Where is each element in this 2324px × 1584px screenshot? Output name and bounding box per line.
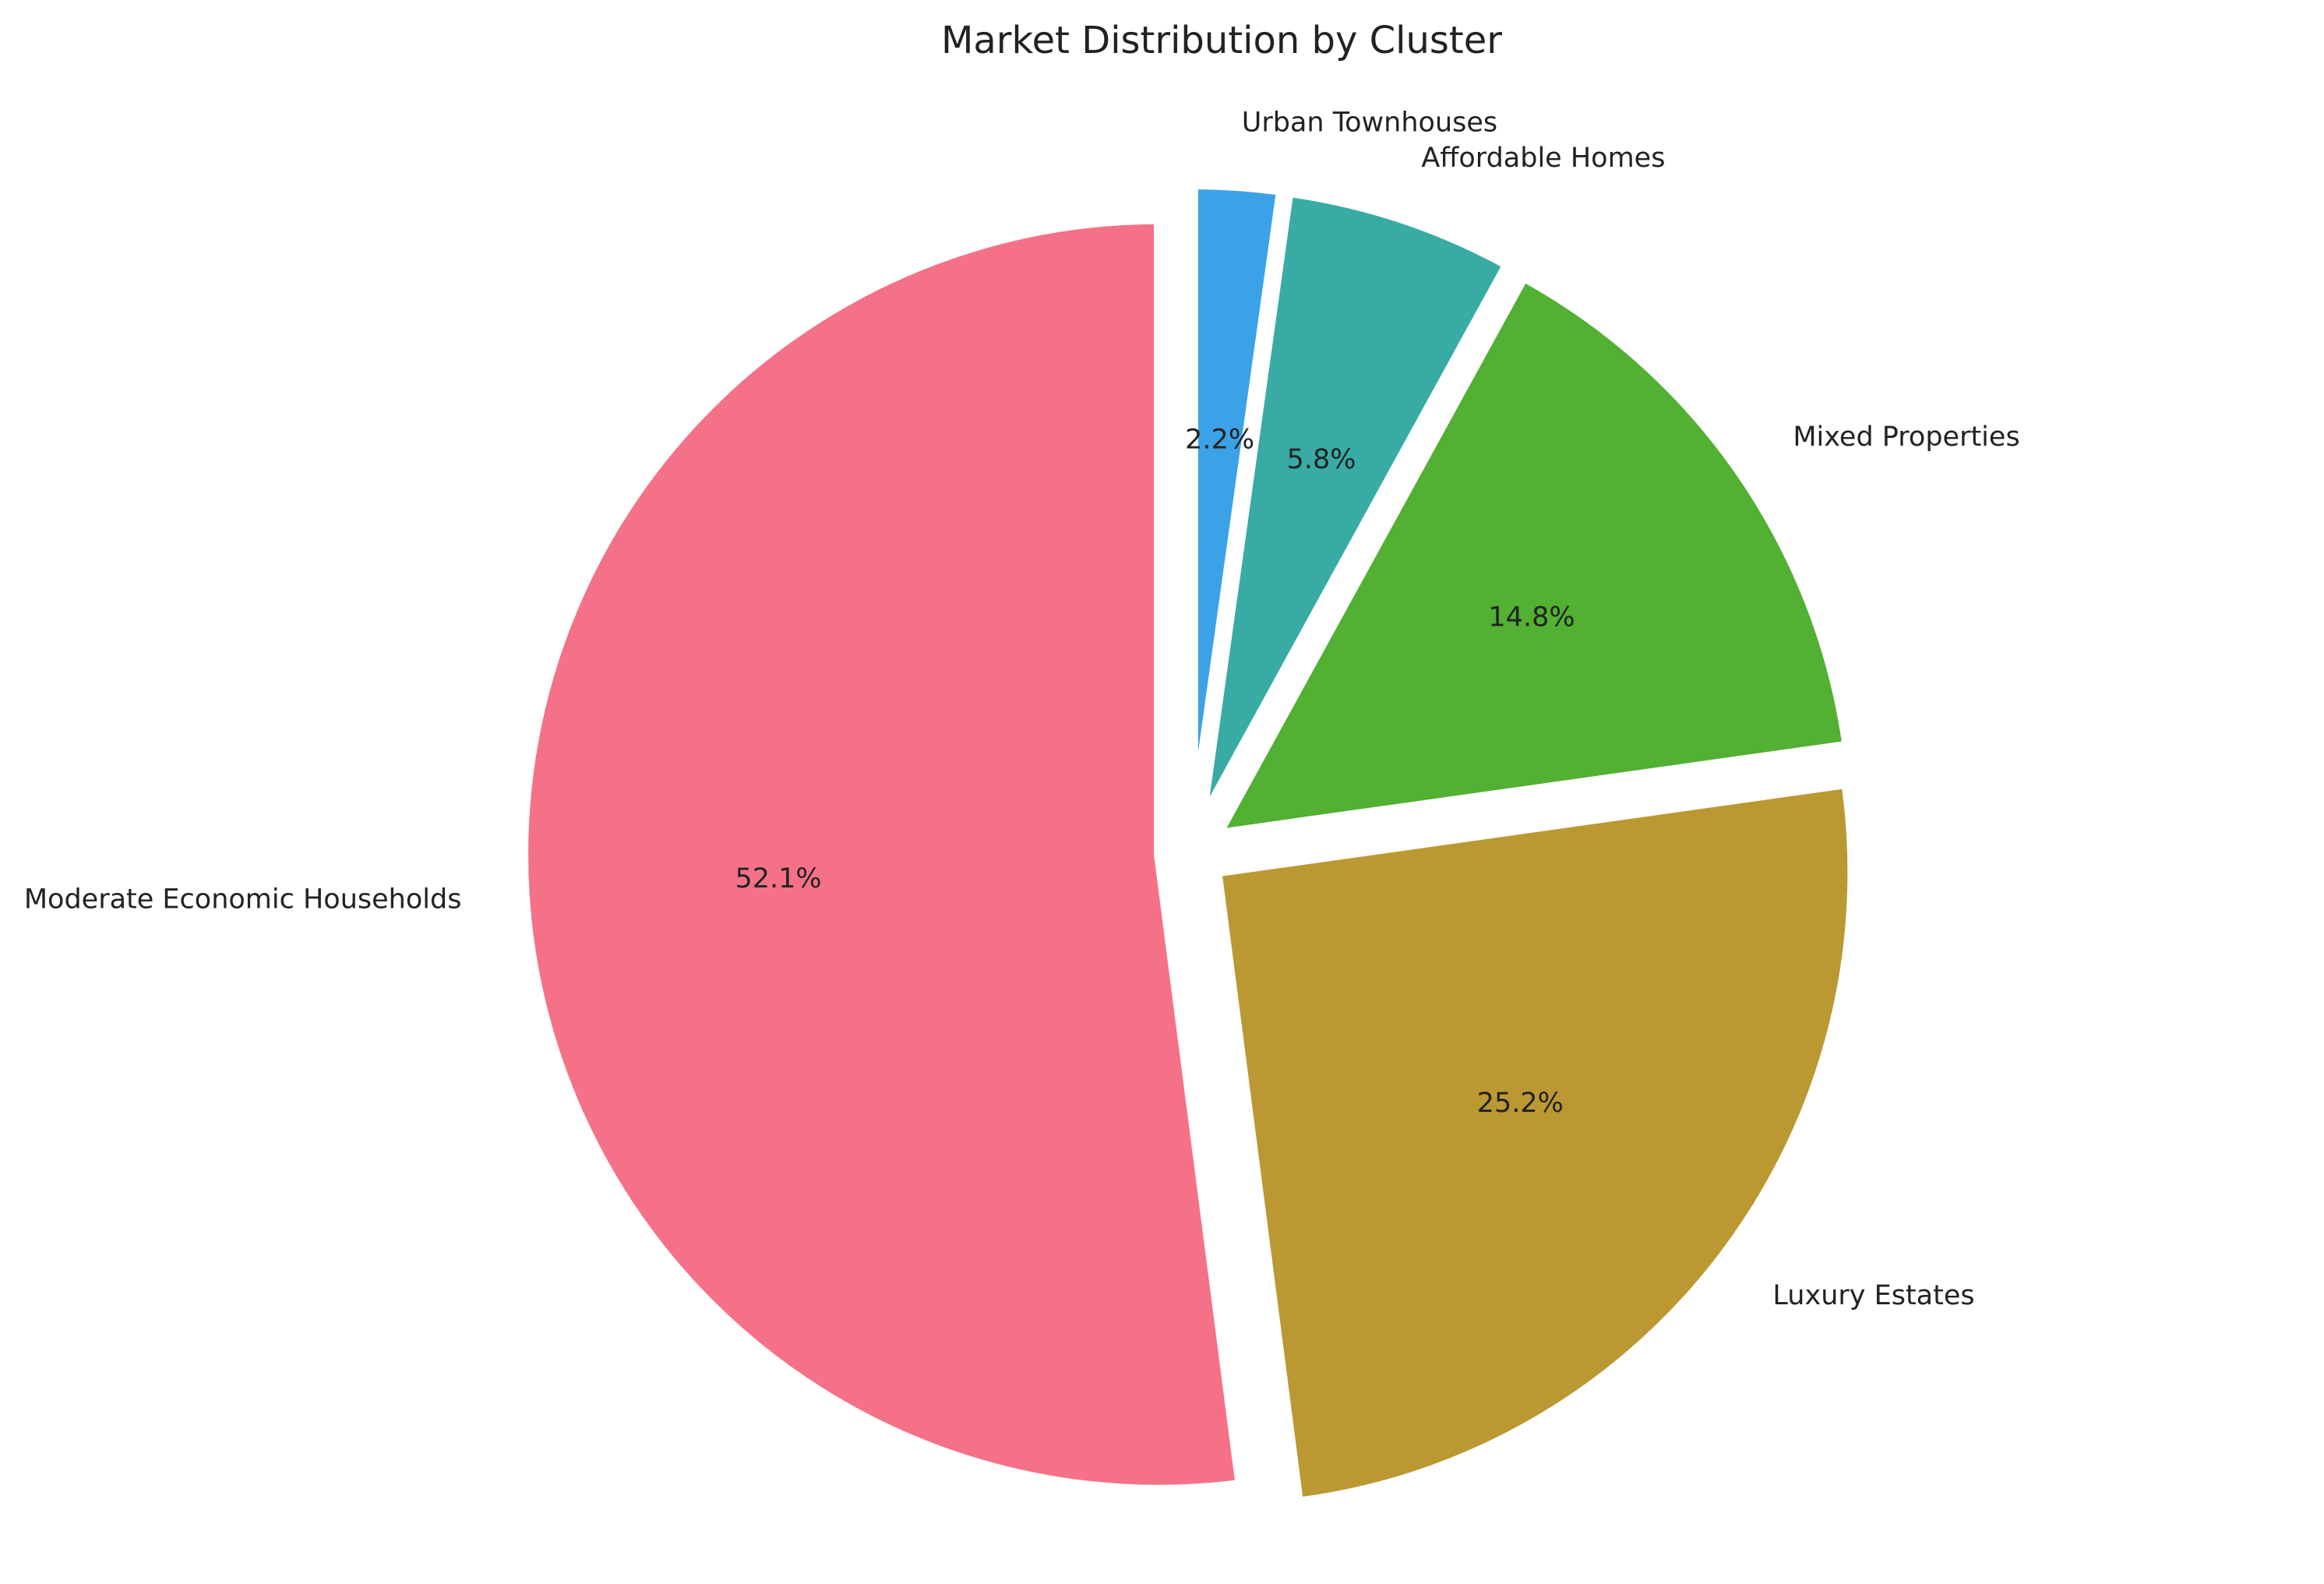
slice-label: Moderate Economic Households bbox=[24, 884, 462, 915]
slice-label: Mixed Properties bbox=[1793, 422, 2019, 453]
slice-label: Urban Townhouses bbox=[1242, 108, 1497, 139]
chart-title: Market Distribution by Cluster bbox=[941, 19, 1502, 62]
pie-slice-mixed-properties bbox=[1213, 272, 1852, 839]
pie-slice-moderate-economic-households bbox=[519, 214, 1245, 1494]
slice-label: Affordable Homes bbox=[1421, 143, 1665, 174]
slice-percent-label: 52.1% bbox=[735, 863, 822, 894]
slice-percent-label: 2.2% bbox=[1185, 424, 1254, 455]
pie-slice-affordable-homes bbox=[1197, 187, 1512, 827]
pie-slice-luxury-estates bbox=[1212, 779, 1857, 1507]
pie-labels: Urban Townhouses 2.2% Affordable Homes 5.8%… bbox=[24, 108, 2020, 1311]
slice-percent-label: 25.2% bbox=[1477, 1088, 1564, 1119]
slice-percent-label: 5.8% bbox=[1287, 444, 1356, 475]
pie-slice-urban-townhouses bbox=[1188, 180, 1286, 825]
pie-slices bbox=[519, 180, 1857, 1507]
slice-label: Luxury Estates bbox=[1772, 1280, 1974, 1311]
slice-percent-label: 14.8% bbox=[1488, 601, 1575, 633]
